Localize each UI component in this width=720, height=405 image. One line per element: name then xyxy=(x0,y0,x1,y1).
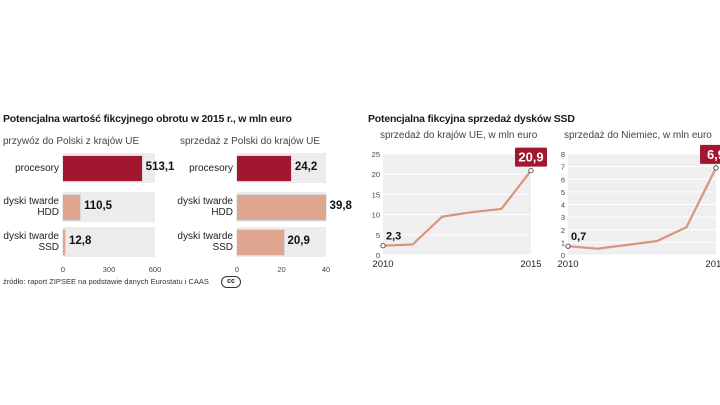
eu-line-ytick-5: 25 xyxy=(372,150,380,159)
de-line-xtick-0: 2010 xyxy=(557,259,578,270)
eu-line-end-badge xyxy=(515,147,547,167)
eu-line-svg: 0 5 10 15 20 25 2010 2015 2,3 20,9 xyxy=(372,147,547,270)
eu-line-series-line xyxy=(382,169,532,247)
import-value-1: 110,5 xyxy=(83,200,113,212)
eu-line-ytick-2: 10 xyxy=(372,211,380,220)
export-category-1-line-1: HDD xyxy=(211,207,233,218)
import-bar-2 xyxy=(63,229,65,255)
de-line-ytick-8: 8 xyxy=(561,150,565,159)
export-xtick-1: 20 xyxy=(277,265,286,274)
eu-line-start-label: 2,3 xyxy=(386,231,401,243)
eu-line-xtick-0: 2010 xyxy=(372,259,393,270)
eu-line-xtick-1: 2015 xyxy=(520,259,541,270)
import-category-0: procesory xyxy=(0,163,59,174)
import-category-2: dyski twarde SSD xyxy=(0,231,59,253)
export-value-1: 39,8 xyxy=(329,200,352,212)
de-line-end-label: 6,9 xyxy=(707,147,720,162)
eu-line-point-0 xyxy=(380,243,386,249)
de-line-xtick-1: 2015 xyxy=(705,259,720,270)
de-line-svg: 0 1 2 3 4 5 6 7 8 2010 2015 0,7 6,9 xyxy=(557,144,720,270)
import-bar-1 xyxy=(63,194,80,220)
cc-license-icon: cc xyxy=(221,276,241,288)
import-xtick-2: 600 xyxy=(148,265,162,274)
export-category-2-line-0: dyski twarde xyxy=(177,231,233,242)
de-line-ytick-5: 5 xyxy=(561,188,565,197)
import-bg-2 xyxy=(63,227,155,257)
export-bar-2 xyxy=(237,229,284,255)
bar-chart-import: przywóz do Polski z krajów UE procesory 5… xyxy=(0,122,185,282)
export-category-2-line-1: SSD xyxy=(212,242,233,253)
de-line-ytick-0: 0 xyxy=(561,251,565,260)
import-category-2-line-1: SSD xyxy=(38,242,59,253)
eu-line-ytick-4: 20 xyxy=(372,170,380,179)
left-title: Potencjalna wartość fikcyjnego obrotu w … xyxy=(3,113,292,125)
export-category-1-line-0: dyski twarde xyxy=(177,196,233,207)
eu-line-ytick-1: 5 xyxy=(376,231,380,240)
de-line-ytick-3: 3 xyxy=(561,213,565,222)
import-category-2-line-0: dyski twarde xyxy=(3,231,59,242)
import-category-1-line-0: dyski twarde xyxy=(3,196,59,207)
eu-line-end-label: 20,9 xyxy=(518,150,543,165)
export-bar-0 xyxy=(237,155,291,181)
export-category-1: dyski twarde HDD xyxy=(170,196,233,218)
eu-line-ytick-0: 0 xyxy=(376,251,380,260)
de-line-end-badge xyxy=(700,144,720,164)
de-line-ytick-2: 2 xyxy=(561,226,565,235)
right-title: Potencjalna fikcyjna sprzedaż dysków SSD xyxy=(368,113,575,125)
eu-line-plot-bg xyxy=(383,154,531,255)
source-note: źródło: raport ZIPSEE na podstawie danyc… xyxy=(3,277,209,286)
line-chart-eu: sprzedaż do krajów UE, w mln euro 0 5 10 15… xyxy=(362,128,547,283)
de-line-ytick-7: 7 xyxy=(561,163,565,172)
de-line-point-5 xyxy=(713,165,719,171)
export-value-2: 20,9 xyxy=(287,235,310,247)
bar-chart-export-subtitle: sprzedaż z Polski do krajów UE xyxy=(180,136,321,147)
export-category-0: procesory xyxy=(170,163,233,174)
import-category-1-line-1: HDD xyxy=(37,207,59,218)
import-bar-0 xyxy=(63,155,142,181)
export-value-0: 24,2 xyxy=(294,161,318,173)
import-category-1: dyski twarde HDD xyxy=(0,196,59,218)
import-category-0-line-0: procesory xyxy=(15,162,59,174)
de-line-point-0 xyxy=(565,243,571,249)
de-line-series-line xyxy=(567,167,717,250)
bar-chart-export: sprzedaż z Polski do krajów UE procesory… xyxy=(170,122,360,282)
de-line-ytick-4: 4 xyxy=(561,201,565,210)
de-line-start-label: 0,7 xyxy=(571,231,586,243)
import-value-0: 513,1 xyxy=(145,161,175,173)
import-xtick-0: 0 xyxy=(60,265,66,274)
line-chart-germany-subtitle: sprzedaż do Niemiec, w mln euro xyxy=(564,130,712,141)
bar-chart-import-subtitle: przywóz do Polski z krajów UE xyxy=(3,136,140,147)
export-category-2: dyski twarde SSD xyxy=(170,231,233,253)
line-chart-eu-subtitle: sprzedaż do krajów UE, w mln euro xyxy=(380,130,538,141)
export-xtick-0: 0 xyxy=(234,265,240,274)
de-line-ytick-6: 6 xyxy=(561,175,565,184)
export-xtick-2: 40 xyxy=(321,265,331,274)
export-category-0-line-0: procesory xyxy=(189,162,233,174)
eu-line-point-5 xyxy=(528,167,534,174)
export-bar-1 xyxy=(237,194,326,220)
import-value-2: 12,8 xyxy=(68,235,92,247)
de-line-ytick-1: 1 xyxy=(561,238,565,247)
eu-line-ytick-3: 15 xyxy=(372,190,380,199)
import-xtick-1: 300 xyxy=(102,265,116,274)
line-chart-germany: sprzedaż do Niemiec, w mln euro 0 1 2 3 4 5 6 7… xyxy=(548,128,720,283)
